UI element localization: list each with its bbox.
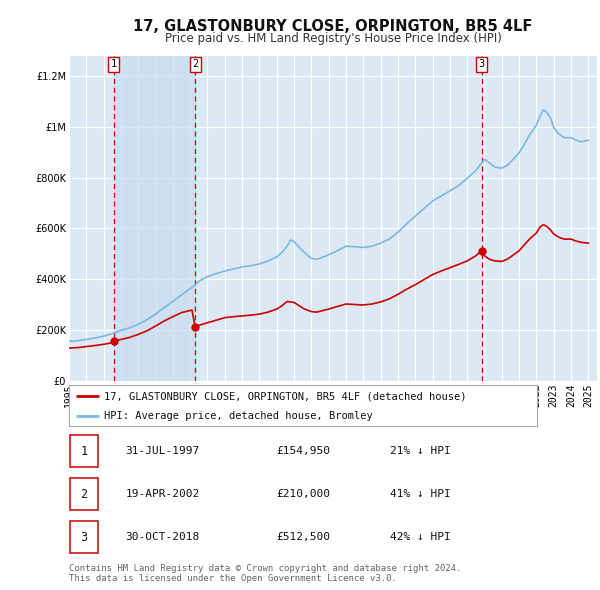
Text: 17, GLASTONBURY CLOSE, ORPINGTON, BR5 4LF: 17, GLASTONBURY CLOSE, ORPINGTON, BR5 4L… — [133, 19, 533, 34]
Text: 2: 2 — [80, 487, 88, 501]
Text: 1: 1 — [80, 444, 88, 458]
Text: 41% ↓ HPI: 41% ↓ HPI — [389, 489, 451, 499]
Text: 42% ↓ HPI: 42% ↓ HPI — [389, 532, 451, 542]
Text: 2: 2 — [192, 59, 199, 69]
Bar — [70, 478, 98, 510]
Text: £154,950: £154,950 — [276, 446, 330, 456]
Bar — [70, 435, 98, 467]
Text: 31-JUL-1997: 31-JUL-1997 — [125, 446, 200, 456]
Text: 17, GLASTONBURY CLOSE, ORPINGTON, BR5 4LF (detached house): 17, GLASTONBURY CLOSE, ORPINGTON, BR5 4L… — [104, 391, 467, 401]
Text: 30-OCT-2018: 30-OCT-2018 — [125, 532, 200, 542]
Text: 19-APR-2002: 19-APR-2002 — [125, 489, 200, 499]
Bar — [70, 521, 98, 553]
Text: Price paid vs. HM Land Registry's House Price Index (HPI): Price paid vs. HM Land Registry's House … — [164, 32, 502, 45]
Text: HPI: Average price, detached house, Bromley: HPI: Average price, detached house, Brom… — [104, 411, 373, 421]
Text: Contains HM Land Registry data © Crown copyright and database right 2024.
This d: Contains HM Land Registry data © Crown c… — [69, 563, 461, 583]
Text: 3: 3 — [80, 530, 88, 544]
Text: 1: 1 — [110, 59, 117, 69]
Text: £210,000: £210,000 — [276, 489, 330, 499]
Text: 3: 3 — [478, 59, 485, 69]
Text: 21% ↓ HPI: 21% ↓ HPI — [389, 446, 451, 456]
Text: £512,500: £512,500 — [276, 532, 330, 542]
Bar — [113, 56, 196, 381]
